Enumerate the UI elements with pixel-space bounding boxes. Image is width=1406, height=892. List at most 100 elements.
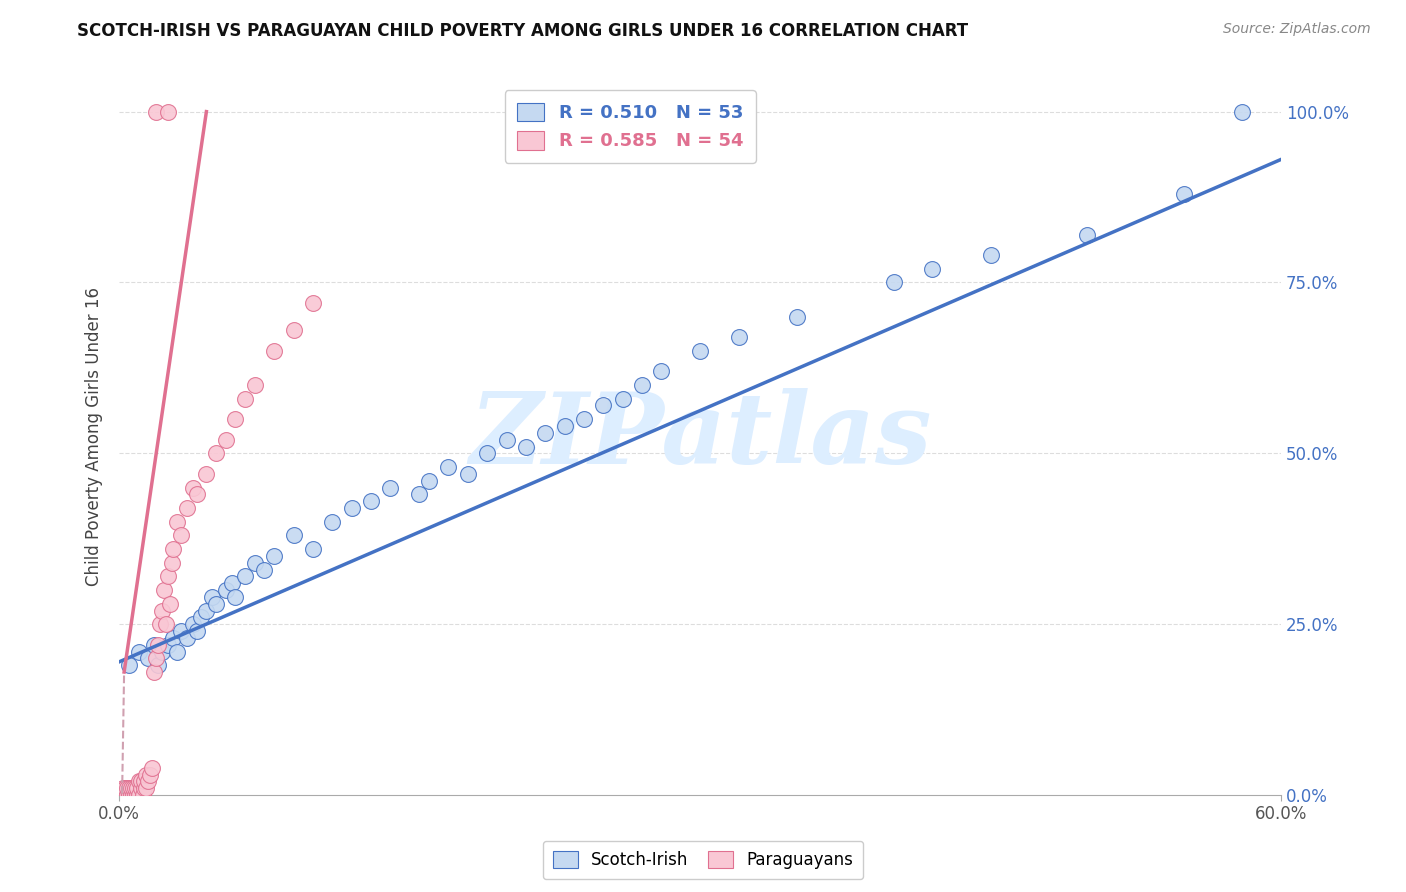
Point (1173, 186, 1195, 201)
Point (592, 399, 614, 413)
Point (1076, 227, 1098, 242)
Point (176, 501, 198, 516)
Point (534, 425, 557, 440)
Point (159, 597, 181, 611)
Point (156, 569, 179, 583)
Point (124, 781, 146, 796)
Point (115, 788, 138, 802)
Point (418, 474, 440, 488)
Y-axis label: Child Poverty Among Girls Under 16: Child Poverty Among Girls Under 16 (86, 286, 103, 586)
Point (160, 556, 183, 570)
Point (205, 597, 228, 611)
Point (134, 781, 156, 796)
Point (112, 788, 135, 802)
Point (129, 781, 152, 796)
Point (360, 494, 382, 508)
Point (120, 788, 142, 802)
Point (146, 658, 169, 673)
Point (136, 774, 159, 789)
Point (233, 392, 256, 406)
Point (125, 788, 148, 802)
Point (631, 378, 654, 392)
Point (135, 781, 157, 796)
Point (128, 788, 150, 802)
Point (437, 460, 460, 475)
Point (141, 761, 163, 775)
Text: Source: ZipAtlas.com: Source: ZipAtlas.com (1223, 22, 1371, 37)
Point (302, 541, 325, 556)
Point (118, 781, 141, 796)
Point (112, 781, 135, 796)
Point (495, 433, 517, 447)
Point (143, 665, 166, 679)
Point (221, 576, 243, 591)
Point (612, 392, 634, 406)
Point (195, 603, 218, 617)
Point (340, 501, 363, 516)
Point (408, 487, 430, 501)
Point (224, 412, 246, 426)
Point (162, 541, 184, 556)
Point (554, 419, 576, 434)
Point (190, 610, 212, 624)
Point (176, 631, 198, 645)
Point (1232, 104, 1254, 119)
Point (128, 644, 150, 658)
Point (131, 788, 153, 802)
Point (150, 644, 173, 658)
Point (155, 617, 177, 632)
Point (145, 104, 167, 119)
Point (263, 549, 285, 563)
Point (114, 781, 136, 796)
Point (134, 774, 156, 789)
Point (201, 590, 224, 604)
Point (215, 582, 238, 597)
Point (457, 467, 479, 481)
Point (186, 624, 208, 638)
Point (128, 774, 150, 789)
Point (302, 296, 325, 310)
Point (145, 651, 167, 665)
Point (181, 481, 204, 495)
Point (121, 781, 143, 796)
Point (380, 481, 402, 495)
Point (118, 788, 141, 802)
Point (181, 617, 204, 632)
Point (125, 781, 148, 796)
Point (162, 631, 184, 645)
Point (143, 638, 166, 652)
Point (166, 644, 188, 658)
Point (136, 651, 159, 665)
Point (515, 440, 537, 454)
Point (215, 433, 238, 447)
Legend: Scotch-Irish, Paraguayans: Scotch-Irish, Paraguayans (543, 841, 863, 880)
Point (224, 590, 246, 604)
Point (156, 638, 179, 652)
Point (135, 767, 157, 781)
Point (243, 378, 266, 392)
Point (153, 582, 176, 597)
Point (883, 276, 905, 290)
Point (572, 412, 595, 426)
Point (233, 569, 256, 583)
Point (980, 248, 1002, 262)
Point (205, 446, 228, 460)
Point (129, 774, 152, 789)
Legend: R = 0.510   N = 53, R = 0.585   N = 54: R = 0.510 N = 53, R = 0.585 N = 54 (505, 90, 756, 163)
Point (321, 515, 343, 529)
Point (283, 528, 305, 542)
Point (786, 310, 808, 324)
Point (170, 528, 193, 542)
Point (110, 788, 132, 802)
Point (121, 788, 143, 802)
Point (156, 104, 179, 119)
Point (475, 446, 498, 460)
Point (243, 556, 266, 570)
Point (149, 617, 172, 632)
Point (263, 343, 285, 358)
Point (186, 487, 208, 501)
Point (120, 781, 142, 796)
Text: SCOTCH-IRISH VS PARAGUAYAN CHILD POVERTY AMONG GIRLS UNDER 16 CORRELATION CHART: SCOTCH-IRISH VS PARAGUAYAN CHILD POVERTY… (77, 22, 969, 40)
Point (114, 788, 136, 802)
Point (139, 767, 162, 781)
